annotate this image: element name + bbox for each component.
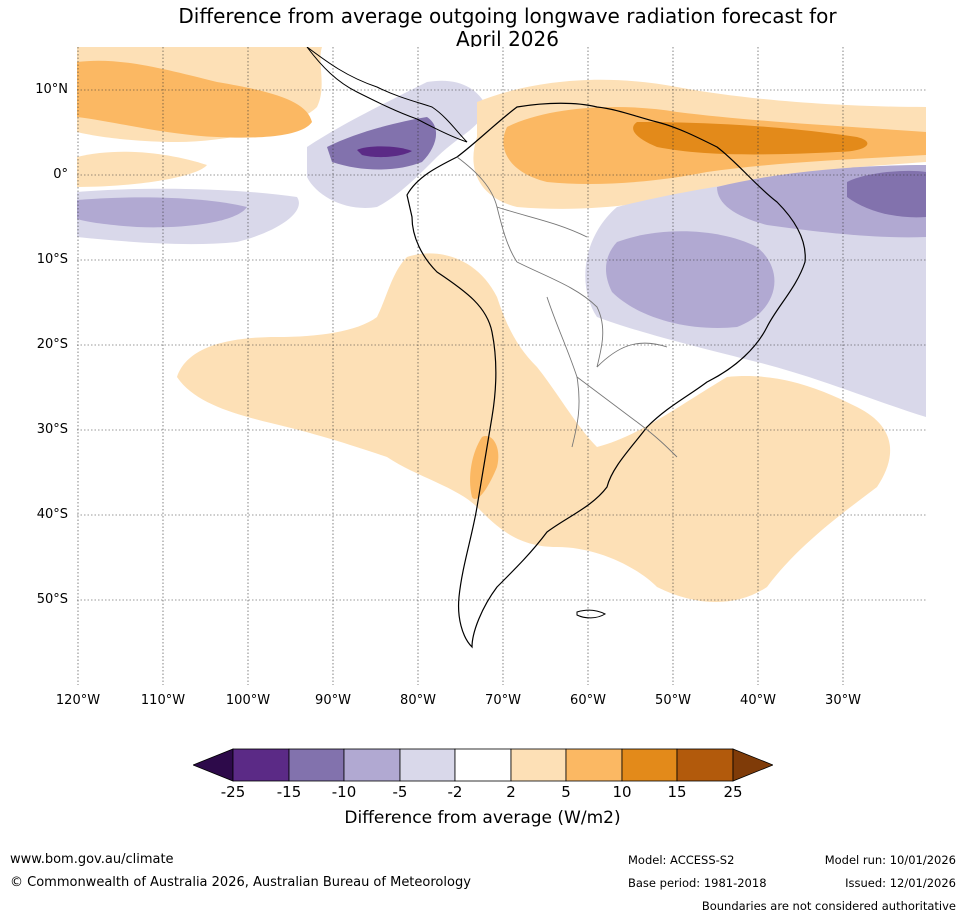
lon-label-80w: 80°W xyxy=(400,693,436,708)
lat-label-40s: 40°S xyxy=(36,507,68,522)
colorbar-tick: 15 xyxy=(667,783,687,801)
colorbar-tick: -5 xyxy=(392,783,408,801)
lat-label-0: 0° xyxy=(53,167,68,182)
colorbar-bin-1 xyxy=(232,748,290,782)
graticule xyxy=(77,47,926,685)
footer-website: www.bom.gov.au/climate xyxy=(10,852,174,867)
lon-label-60w: 60°W xyxy=(570,693,606,708)
colorbar-tick: -10 xyxy=(331,783,357,801)
footer-issued: Issued: 12/01/2026 xyxy=(845,876,956,890)
colorbar-bin-9 xyxy=(676,748,734,782)
anomaly-negative-mid-west xyxy=(77,197,247,228)
title-line-2: April 2026 xyxy=(456,27,559,51)
country-borders xyxy=(456,156,678,458)
colorbar-bin-5 xyxy=(454,748,512,782)
colorbar-tick: -2 xyxy=(447,783,463,801)
colorbar-bin-6 xyxy=(510,748,567,782)
lat-label-30s: 30°S xyxy=(36,422,68,437)
lat-label-50s: 50°S xyxy=(36,592,68,607)
falkland-islands xyxy=(576,609,607,619)
title-line-1: Difference from average outgoing longwav… xyxy=(178,4,837,28)
olr-anomaly-map xyxy=(77,47,926,685)
footer-base-period: Base period: 1981-2018 xyxy=(628,876,767,890)
lon-label-70w: 70°W xyxy=(485,693,521,708)
lat-label-10n: 10°N xyxy=(35,82,68,97)
coastline-central-america xyxy=(306,47,468,143)
lon-label-30w: 30°W xyxy=(825,693,861,708)
colorbar-bin-8 xyxy=(621,748,678,782)
colorbar-bin-3 xyxy=(343,748,401,782)
colorbar-tick: 2 xyxy=(506,783,516,801)
map-title: Difference from average outgoing longwav… xyxy=(0,5,965,51)
footer-copyright: © Commonwealth of Australia 2026, Austra… xyxy=(10,875,471,890)
lat-label-10s: 10°S xyxy=(36,252,68,267)
lon-label-90w: 90°W xyxy=(315,693,351,708)
lon-label-100w: 100°W xyxy=(225,693,271,708)
colorbar xyxy=(193,748,773,782)
lon-label-110w: 110°W xyxy=(140,693,186,708)
colorbar-label: Difference from average (W/m2) xyxy=(344,808,621,828)
anomaly-positive-mid-north xyxy=(77,60,312,138)
anomaly-negative-mid-east xyxy=(605,231,775,328)
lon-label-120w: 120°W xyxy=(55,693,101,708)
colorbar-bin-4 xyxy=(399,748,456,782)
colorbar-bin-2 xyxy=(288,748,345,782)
coastline-south-america xyxy=(406,102,806,649)
lon-label-50w: 50°W xyxy=(655,693,691,708)
anomaly-negative-strong-northeast xyxy=(847,170,926,218)
anomaly-positive-light-equator-west xyxy=(77,151,207,187)
colorbar-bin-7 xyxy=(565,748,623,782)
colorbar-tick: 10 xyxy=(612,783,632,801)
colorbar-tick: 25 xyxy=(723,783,743,801)
anomaly-negative-strong-central xyxy=(357,146,412,158)
footer-boundaries-note: Boundaries are not considered authoritat… xyxy=(701,899,956,913)
colorbar-tick: -15 xyxy=(276,783,302,801)
footer-model: Model: ACCESS-S2 xyxy=(628,853,735,867)
colorbar-extend-high xyxy=(732,748,773,782)
colorbar-tick: 5 xyxy=(561,783,571,801)
lat-label-20s: 20°S xyxy=(36,337,68,352)
anomaly-positive-strong-amazon-north xyxy=(633,122,868,155)
colorbar-extend-low xyxy=(193,748,234,782)
footer-model-run: Model run: 10/01/2026 xyxy=(824,853,956,867)
lon-label-40w: 40°W xyxy=(740,693,776,708)
map-panel xyxy=(77,47,926,685)
colorbar-tick: -25 xyxy=(220,783,246,801)
anomaly-negative-mid-central xyxy=(327,117,437,170)
